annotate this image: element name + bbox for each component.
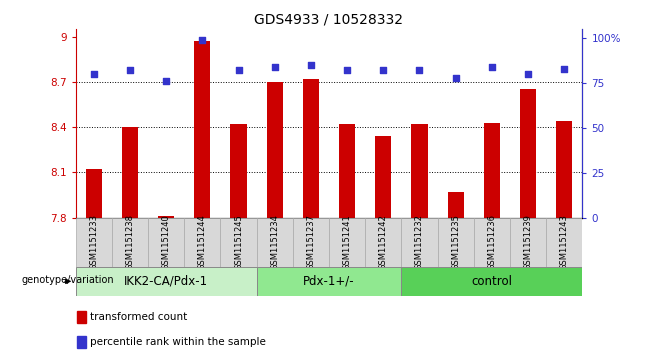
Point [415,68,425,73]
Bar [148,218,184,267]
Point [486,64,497,70]
Point [342,68,353,73]
Bar [86,170,102,218]
Bar [546,218,582,267]
Bar [401,267,582,296]
Bar [293,218,329,267]
Text: GSM1151234: GSM1151234 [270,215,279,270]
Bar [438,218,474,267]
Bar [447,192,464,218]
Text: GSM1151233: GSM1151233 [89,214,98,270]
Point [88,71,99,77]
Bar [520,89,536,218]
Bar [411,124,428,218]
Bar [303,79,319,218]
Bar [474,218,510,267]
Text: transformed count: transformed count [90,312,188,322]
Bar [339,124,355,218]
Text: control: control [471,275,513,288]
Bar [484,123,500,218]
Text: GSM1151240: GSM1151240 [162,215,170,270]
Text: percentile rank within the sample: percentile rank within the sample [90,337,266,347]
Bar [76,267,257,296]
Text: GSM1151238: GSM1151238 [126,214,134,270]
Bar [194,41,211,218]
Point [305,62,316,68]
Text: genotype/variation: genotype/variation [21,275,114,285]
Bar [510,218,546,267]
Text: GSM1151235: GSM1151235 [451,215,460,270]
Text: IKK2-CA/Pdx-1: IKK2-CA/Pdx-1 [124,275,208,288]
Bar [375,136,392,218]
Text: GSM1151245: GSM1151245 [234,215,243,270]
Bar [329,218,365,267]
Point [161,78,171,84]
Point [233,68,243,73]
Text: GSM1151243: GSM1151243 [560,215,569,270]
Bar [230,124,247,218]
Bar [158,216,174,218]
Point [124,68,136,73]
Bar [77,335,86,348]
Bar [77,311,86,323]
Bar [184,218,220,267]
Bar [257,267,401,296]
Point [522,71,533,77]
Title: GDS4933 / 10528332: GDS4933 / 10528332 [255,12,403,26]
Text: GSM1151241: GSM1151241 [343,215,351,270]
Text: GSM1151237: GSM1151237 [307,214,315,270]
Bar [76,218,112,267]
Text: GSM1151242: GSM1151242 [379,215,388,270]
Bar [112,218,148,267]
Bar [257,218,293,267]
Point [450,75,461,81]
Bar [220,218,257,267]
Bar [556,121,572,218]
Text: GSM1151236: GSM1151236 [488,214,496,270]
Text: GSM1151232: GSM1151232 [415,215,424,270]
Bar [365,218,401,267]
Text: GSM1151244: GSM1151244 [198,215,207,270]
Point [378,68,388,73]
Text: Pdx-1+/-: Pdx-1+/- [303,275,355,288]
Bar [266,82,283,218]
Text: GSM1151239: GSM1151239 [524,215,532,270]
Point [270,64,280,70]
Bar [122,127,138,218]
Point [559,66,570,72]
Bar [401,218,438,267]
Point [197,37,207,43]
